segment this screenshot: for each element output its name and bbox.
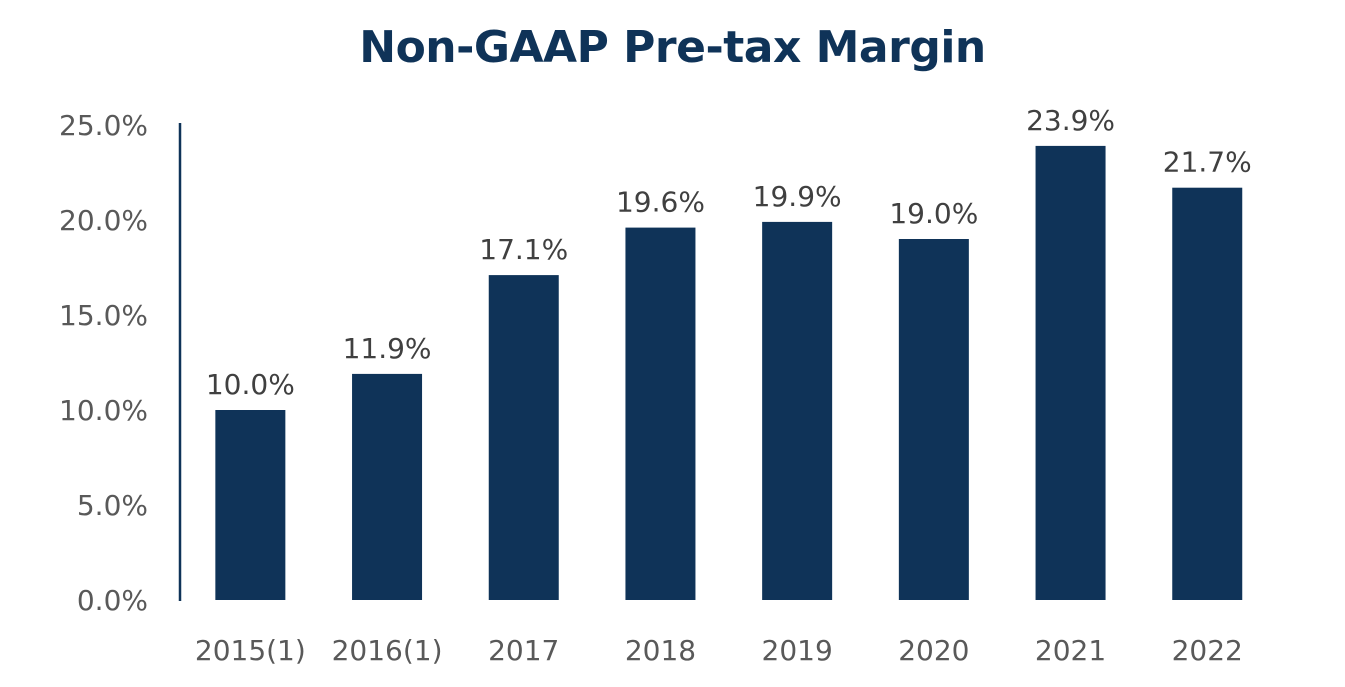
y-tick-label: 0.0% (77, 584, 148, 617)
y-tick-label: 15.0% (59, 299, 148, 332)
x-tick-label-2015(1): 2015(1) (195, 634, 306, 667)
x-axis-labels: 2015(1) 2016(1) 2017 2018 2019 2020 2021 2022 (195, 634, 1243, 667)
y-tick-label: 20.0% (59, 204, 148, 237)
data-label-2019: 19.9% (753, 180, 842, 213)
data-label-2016(1): 11.9% (343, 332, 432, 365)
data-label-2018: 19.6% (616, 186, 705, 219)
data-labels-group: 10.0% 11.9% 17.1% 19.6% 19.9% 19.0% 23.9% 21.7% (206, 104, 1252, 401)
bar-2015(1) (215, 410, 286, 600)
y-tick-label: 10.0% (59, 394, 148, 427)
y-tick-label: 5.0% (77, 489, 148, 522)
bar-2021 (1035, 145, 1106, 600)
data-label-2017: 17.1% (479, 233, 568, 266)
data-label-2021: 23.9% (1026, 104, 1115, 137)
x-tick-label-2021: 2021 (1035, 634, 1106, 667)
bar-2020 (898, 239, 969, 600)
y-axis-ticks: 0.0% 5.0% 10.0% 15.0% 20.0% 25.0% (59, 109, 148, 617)
x-tick-label-2019: 2019 (762, 634, 833, 667)
bar-2019 (762, 221, 833, 600)
bar-2022 (1172, 187, 1243, 600)
bar-2018 (625, 227, 696, 600)
data-label-2022: 21.7% (1163, 146, 1252, 179)
bars-group (215, 145, 1243, 600)
bar-2017 (488, 275, 559, 600)
x-tick-label-2022: 2022 (1172, 634, 1243, 667)
x-tick-label-2016(1): 2016(1) (332, 634, 443, 667)
y-tick-label: 25.0% (59, 109, 148, 142)
x-tick-label-2018: 2018 (625, 634, 696, 667)
data-label-2015(1): 10.0% (206, 368, 295, 401)
bar-2016(1) (352, 373, 423, 600)
x-tick-label-2020: 2020 (898, 634, 969, 667)
chart-title: Non-GAAP Pre-tax Margin (359, 22, 986, 73)
data-label-2020: 19.0% (889, 197, 978, 230)
x-tick-label-2017: 2017 (488, 634, 559, 667)
